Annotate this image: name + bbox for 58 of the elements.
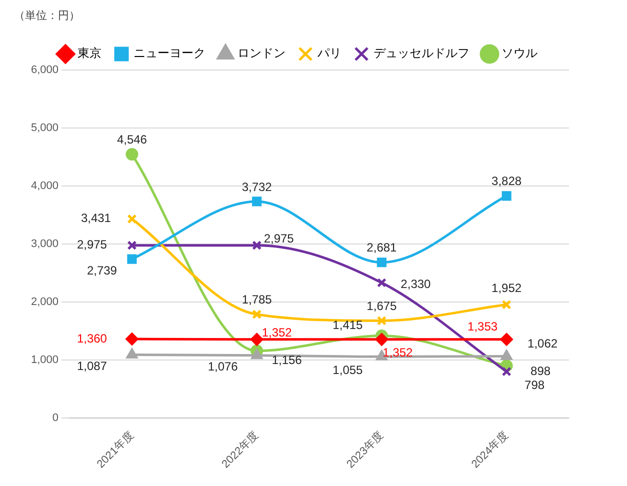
legend-label: ソウル bbox=[502, 46, 538, 60]
point bbox=[376, 258, 386, 268]
point bbox=[375, 333, 388, 346]
point bbox=[502, 300, 512, 310]
data-label: 1,087 bbox=[76, 359, 108, 374]
data-label: 1,062 bbox=[528, 336, 558, 351]
point bbox=[252, 196, 262, 206]
point bbox=[127, 214, 137, 224]
point bbox=[252, 310, 262, 320]
point bbox=[376, 316, 386, 326]
data-label: 1,352 bbox=[382, 346, 414, 360]
data-label: 2,975 bbox=[76, 238, 108, 252]
data-label: 3,431 bbox=[80, 211, 112, 226]
y-tick-label: 6,000 bbox=[30, 64, 59, 76]
point bbox=[376, 278, 386, 288]
data-label: 3,828 bbox=[492, 174, 522, 188]
data-label: 1,076 bbox=[208, 360, 238, 374]
data-label: 1,415 bbox=[332, 318, 364, 332]
data-label: 4,546 bbox=[116, 132, 148, 147]
legend-label: ロンドン bbox=[238, 46, 286, 60]
y-tick-label: 5,000 bbox=[30, 122, 59, 134]
point bbox=[252, 240, 262, 250]
data-label: 2,975 bbox=[264, 232, 294, 246]
data-label: 2,681 bbox=[366, 240, 398, 255]
legend-label: デュッセルドルフ bbox=[374, 46, 470, 60]
data-label: 2,330 bbox=[400, 277, 432, 292]
point bbox=[250, 333, 264, 346]
data-label: 1,156 bbox=[272, 353, 302, 368]
y-tick-label: 2,000 bbox=[30, 296, 59, 308]
data-label: 1,353 bbox=[468, 320, 498, 334]
data-label: 1,055 bbox=[332, 362, 364, 377]
point bbox=[127, 254, 137, 264]
point bbox=[127, 240, 137, 250]
point bbox=[126, 332, 138, 346]
data-label: 1,675 bbox=[366, 299, 398, 314]
data-label: 1,785 bbox=[242, 292, 272, 307]
data-label: 1,352 bbox=[262, 326, 292, 340]
point bbox=[502, 366, 512, 376]
y-tick-label: 1,000 bbox=[30, 354, 59, 366]
y-tick-label: 0 bbox=[52, 412, 59, 424]
point bbox=[126, 348, 138, 359]
data-label: 1,360 bbox=[76, 331, 108, 346]
data-label: 2,739 bbox=[86, 263, 118, 278]
data-label: 1,952 bbox=[492, 280, 522, 295]
legend-label: ニューヨーク bbox=[134, 46, 206, 60]
y-tick-label: 4,000 bbox=[30, 180, 59, 192]
point bbox=[126, 148, 138, 161]
legend-label: 東京 bbox=[78, 46, 102, 60]
point bbox=[502, 191, 512, 201]
data-label: 898 bbox=[530, 364, 551, 378]
y-tick-label: 3,000 bbox=[30, 238, 59, 250]
data-label: 798 bbox=[524, 378, 545, 392]
y-axis-title: （単位：円） bbox=[14, 8, 81, 24]
point bbox=[500, 350, 512, 360]
point bbox=[251, 349, 262, 360]
data-label: 3,732 bbox=[242, 180, 272, 194]
point bbox=[500, 333, 513, 346]
legend-label: パリ bbox=[316, 46, 342, 60]
